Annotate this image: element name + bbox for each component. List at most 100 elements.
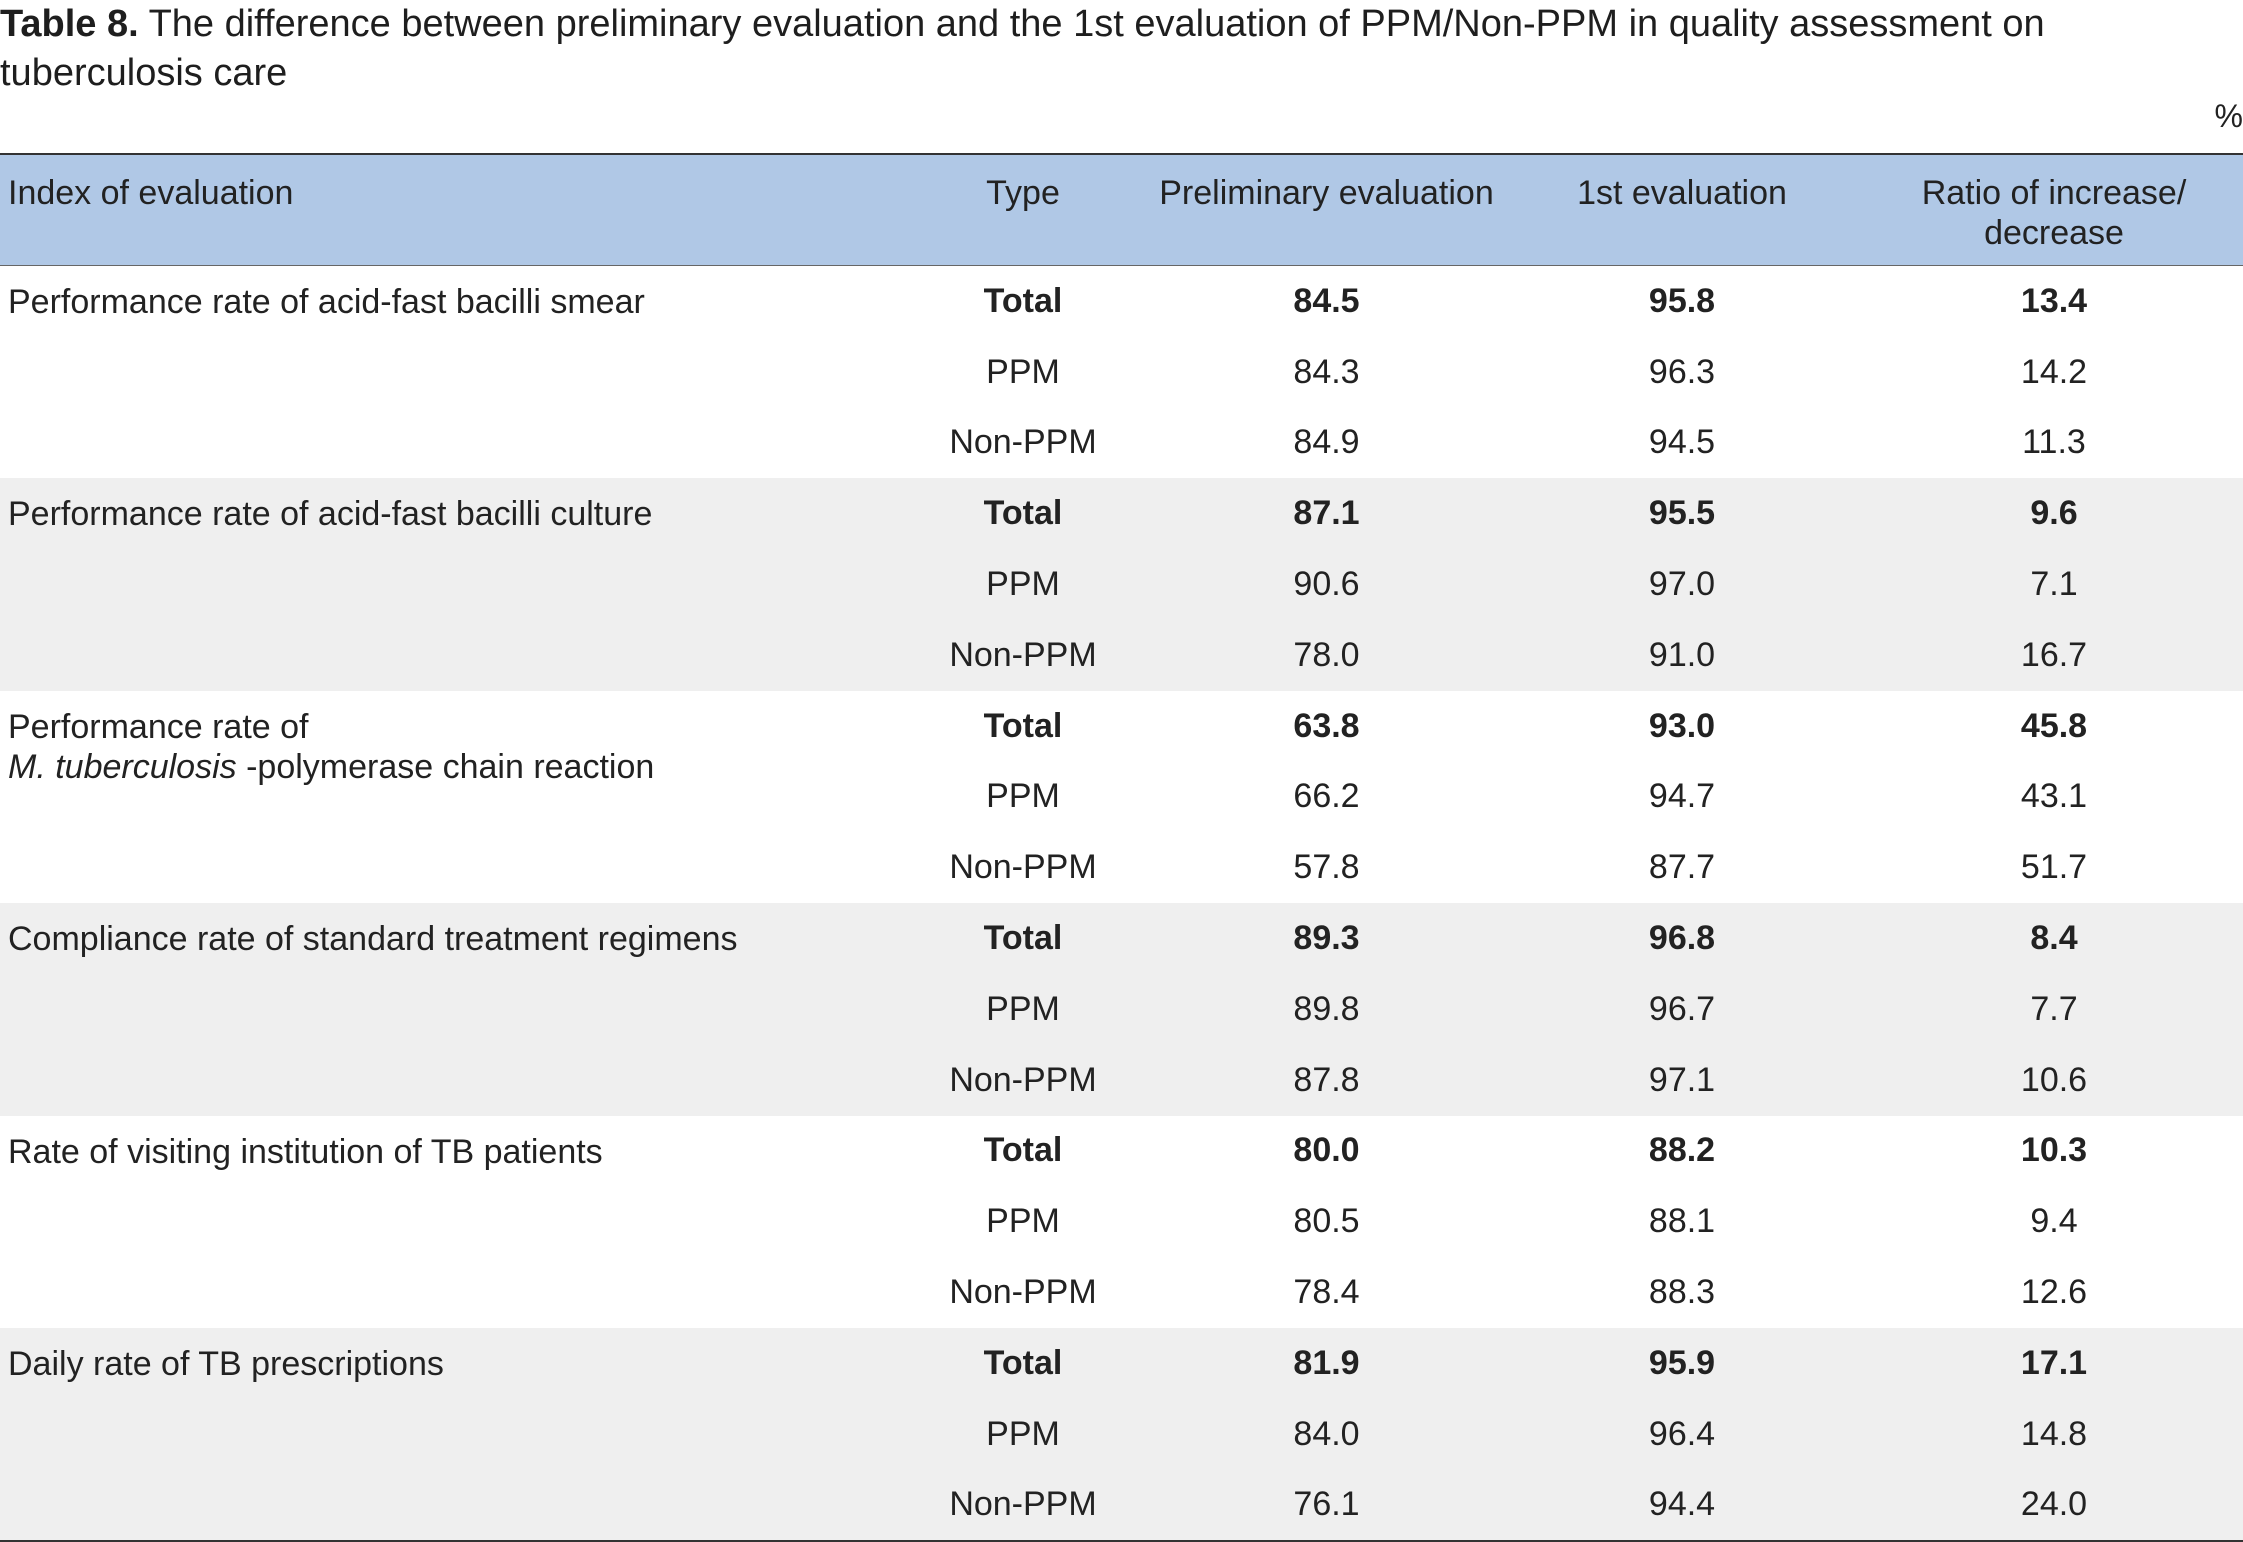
type-cell: Total xyxy=(983,1131,1063,1170)
ratio-cell: 7.1 xyxy=(1865,549,2243,620)
first-evaluation-cell: 95.9 xyxy=(1499,1327,1865,1399)
preliminary-cell: 87.8 xyxy=(1154,1044,1499,1116)
type-cell: PPM xyxy=(892,1398,1154,1470)
type-cell: Non-PPM xyxy=(892,619,1154,691)
type-cell: Non-PPM xyxy=(949,1273,1097,1312)
first-evaluation-cell: 94.7 xyxy=(1648,777,1716,816)
first-evaluation-cell: 93.0 xyxy=(1648,706,1716,745)
preliminary-cell: 78.0 xyxy=(1154,619,1499,691)
table-row: Non-PPM 57.8 87.7 51.7 xyxy=(0,832,2243,903)
table-row: Non-PPM 87.8 97.1 10.6 xyxy=(0,1044,2243,1116)
table-row: Performance rate of M. tuberculosis -poly… xyxy=(0,691,2243,786)
table-row: Non-PPM 78.4 88.3 12.6 xyxy=(0,1257,2243,1328)
type-cell: PPM xyxy=(892,549,1154,620)
ratio-cell: 51.7 xyxy=(2020,848,2088,887)
table-row: PPM 90.6 97.0 7.1 xyxy=(0,549,2243,620)
header-row: Index of evaluation Type Preliminary eva… xyxy=(0,154,2243,266)
preliminary-cell: 89.8 xyxy=(1154,973,1499,1045)
preliminary-cell: 80.0 xyxy=(1293,1131,1360,1170)
first-evaluation-cell: 97.1 xyxy=(1499,1044,1865,1116)
ratio-cell: 8.4 xyxy=(1865,903,2243,974)
table-row: Non-PPM 78.0 91.0 16.7 xyxy=(0,619,2243,691)
first-evaluation-cell: 88.2 xyxy=(1648,1131,1716,1170)
ratio-cell: 14.2 xyxy=(2020,352,2088,391)
type-cell: PPM xyxy=(986,352,1060,391)
ratio-cell: 9.6 xyxy=(1865,478,2243,550)
preliminary-cell: 76.1 xyxy=(1154,1469,1499,1542)
index-of-evaluation-cell: Performance rate of acid-fast bacilli cu… xyxy=(0,478,892,691)
type-cell: Non-PPM xyxy=(892,1469,1154,1542)
ratio-cell: 17.1 xyxy=(1865,1327,2243,1399)
first-evaluation-cell: 87.7 xyxy=(1648,848,1716,887)
preliminary-cell: 57.8 xyxy=(1293,848,1360,887)
ratio-cell: 45.8 xyxy=(2020,706,2088,745)
table-row: Compliance rate of standard treatment re… xyxy=(0,903,2243,1116)
unit-label: % xyxy=(2214,98,2243,134)
first-evaluation-cell: 96.4 xyxy=(1499,1398,1865,1470)
first-evaluation-cell: 95.5 xyxy=(1499,478,1865,550)
header-preliminary: Preliminary evaluation xyxy=(1154,154,1499,266)
ratio-cell: 16.7 xyxy=(1865,619,2243,691)
type-cell: Non-PPM xyxy=(949,423,1097,462)
first-evaluation-cell: 88.1 xyxy=(1648,1202,1716,1241)
first-evaluation-cell: 96.7 xyxy=(1499,973,1865,1045)
data-table: Index of evaluation Type Preliminary eva… xyxy=(0,153,2243,1542)
table-row: Non-PPM 84.9 94.5 11.3 xyxy=(0,408,2243,479)
ratio-cell: 10.6 xyxy=(1865,1044,2243,1116)
type-cell: PPM xyxy=(986,1202,1060,1241)
ratio-cell: 43.1 xyxy=(2020,777,2088,816)
type-cell: Total xyxy=(892,903,1154,974)
first-evaluation-cell: 97.0 xyxy=(1499,549,1865,620)
table-title: The difference between preliminary evalu… xyxy=(0,3,2045,94)
preliminary-cell: 84.5 xyxy=(1293,281,1360,320)
table-row: PPM 80.5 88.1 9.4 xyxy=(0,1186,2243,1257)
first-evaluation-cell: 96.3 xyxy=(1648,352,1716,391)
preliminary-cell: 89.3 xyxy=(1154,903,1499,974)
first-evaluation-cell: 95.8 xyxy=(1648,281,1716,320)
preliminary-cell: 84.0 xyxy=(1154,1398,1499,1470)
type-cell: Non-PPM xyxy=(949,848,1097,887)
preliminary-cell: 84.9 xyxy=(1293,423,1360,462)
table-row: Performance rate of acid-fast bacilli cu… xyxy=(0,478,2243,691)
first-evaluation-cell: 88.3 xyxy=(1648,1273,1716,1312)
first-evaluation-cell: 94.5 xyxy=(1648,423,1716,462)
preliminary-cell: 78.4 xyxy=(1293,1273,1360,1312)
table-row: PPM 84.0 96.4 14.8 xyxy=(0,1398,2243,1470)
header-type: Type xyxy=(892,154,1154,266)
first-evaluation-cell: 91.0 xyxy=(1499,619,1865,691)
header-index: Index of evaluation xyxy=(0,154,892,266)
ratio-cell: 12.6 xyxy=(2020,1273,2088,1312)
header-ratio: Ratio of increase/decrease xyxy=(1865,154,2243,266)
ratio-cell: 9.4 xyxy=(2030,1202,2078,1241)
type-cell: Total xyxy=(983,281,1063,320)
table-label: Table 8. xyxy=(0,3,139,45)
preliminary-cell: 90.6 xyxy=(1154,549,1499,620)
table-row: Performance rate of acid-fast bacilli sm… xyxy=(0,266,2243,337)
ratio-cell: 13.4 xyxy=(2020,281,2088,320)
preliminary-cell: 80.5 xyxy=(1293,1202,1360,1241)
table-row: Non-PPM 76.1 94.4 24.0 xyxy=(0,1469,2243,1542)
preliminary-cell: 63.8 xyxy=(1293,706,1360,745)
preliminary-cell: 87.1 xyxy=(1154,478,1499,550)
table-row: PPM 66.2 94.7 43.1 xyxy=(0,762,2243,833)
ratio-cell: 10.3 xyxy=(2020,1131,2088,1170)
ratio-cell: 24.0 xyxy=(1865,1469,2243,1542)
table-row: Daily rate of TB prescriptions Total 81.9 9… xyxy=(0,1327,2243,1542)
preliminary-cell: 66.2 xyxy=(1293,777,1360,816)
ratio-cell: 14.8 xyxy=(1865,1398,2243,1470)
index-of-evaluation-cell: Daily rate of TB prescriptions xyxy=(0,1327,892,1542)
type-cell: Total xyxy=(892,478,1154,550)
preliminary-cell: 81.9 xyxy=(1154,1327,1499,1399)
type-cell: Non-PPM xyxy=(892,1044,1154,1116)
type-cell: PPM xyxy=(986,777,1060,816)
type-cell: Total xyxy=(983,706,1063,745)
first-evaluation-cell: 94.4 xyxy=(1499,1469,1865,1542)
index-of-evaluation-cell: Performance rate of acid-fast bacilli sm… xyxy=(8,283,645,321)
table-row: Rate of visiting institution of TB patie… xyxy=(0,1116,2243,1187)
ratio-cell: 11.3 xyxy=(2022,423,2086,462)
type-cell: PPM xyxy=(892,973,1154,1045)
table-row: PPM 84.3 96.3 14.2 xyxy=(0,337,2243,408)
table-row: PPM 89.8 96.7 7.7 xyxy=(0,973,2243,1045)
index-of-evaluation-cell: Rate of visiting institution of TB patie… xyxy=(8,1132,603,1171)
index-of-evaluation-cell: Compliance rate of standard treatment re… xyxy=(0,903,892,1116)
